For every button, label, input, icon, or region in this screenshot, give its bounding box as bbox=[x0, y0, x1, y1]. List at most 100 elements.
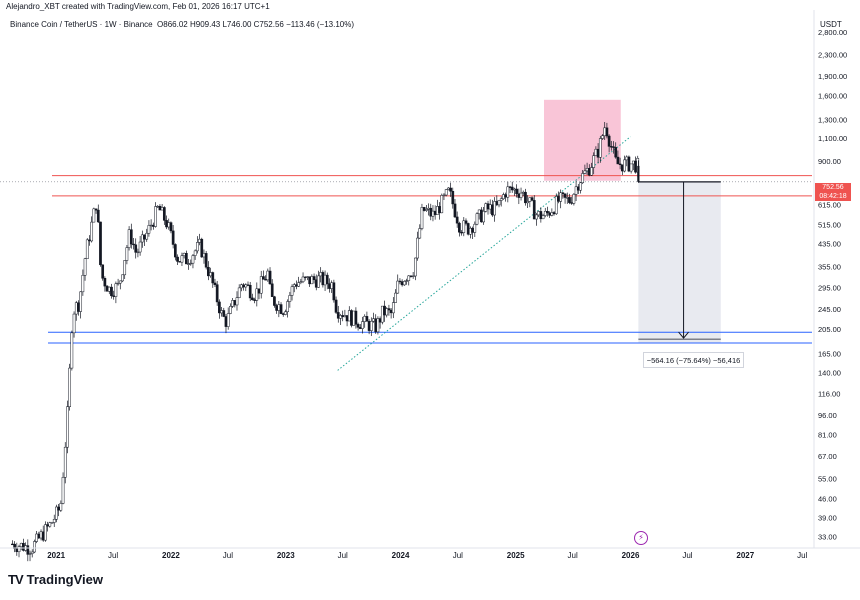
candle bbox=[303, 276, 307, 281]
candle bbox=[110, 283, 113, 299]
candle bbox=[330, 280, 334, 293]
candle-body-up bbox=[127, 229, 131, 248]
candle-body-down bbox=[178, 261, 182, 263]
candle-body-up bbox=[625, 156, 629, 161]
candle-body-up bbox=[554, 196, 558, 215]
candle-body-down bbox=[257, 288, 261, 294]
candle-body-up bbox=[372, 318, 375, 322]
candle bbox=[279, 302, 283, 315]
candle bbox=[363, 314, 367, 328]
candle-body-down bbox=[510, 186, 514, 191]
candle-body-down bbox=[77, 302, 80, 312]
candle bbox=[504, 192, 507, 202]
candle bbox=[48, 521, 52, 528]
candle-body-up bbox=[413, 257, 417, 277]
candle bbox=[583, 164, 587, 175]
candle bbox=[402, 280, 406, 286]
candle-body-down bbox=[218, 301, 221, 314]
candle bbox=[458, 221, 461, 237]
candle-body-down bbox=[341, 315, 345, 318]
price-tick-label: 81.00 bbox=[818, 430, 837, 439]
candle-body-up bbox=[469, 227, 472, 235]
candle-body-up bbox=[484, 203, 488, 212]
price-tick-label: 55.00 bbox=[818, 474, 837, 483]
currency-unit[interactable]: USDT bbox=[820, 20, 842, 29]
candle-body-down bbox=[169, 222, 173, 232]
candle bbox=[462, 217, 466, 237]
candle bbox=[328, 278, 331, 293]
candle bbox=[396, 274, 400, 294]
month-tick-label: Jul bbox=[797, 551, 807, 560]
candle bbox=[125, 245, 129, 265]
candle bbox=[63, 442, 67, 484]
candle-body-up bbox=[180, 255, 184, 263]
candle-body-down bbox=[281, 313, 285, 315]
candle bbox=[563, 193, 567, 204]
candle-body-up bbox=[44, 524, 47, 541]
measure-arrow-head bbox=[678, 331, 689, 339]
candle-body-down bbox=[101, 264, 105, 279]
month-tick-label: Jul bbox=[338, 551, 348, 560]
candle-body-down bbox=[365, 316, 369, 322]
candle bbox=[369, 317, 373, 337]
candle-body-down bbox=[224, 316, 228, 327]
candle-body-up bbox=[255, 288, 259, 301]
symbol-name[interactable]: Binance Coin / TetherUS · 1W · Binance bbox=[10, 20, 153, 29]
candle bbox=[385, 307, 389, 318]
candle-body-up bbox=[68, 367, 72, 407]
candle-body-down bbox=[466, 223, 470, 235]
candle bbox=[532, 195, 536, 220]
candle-body-up bbox=[259, 276, 263, 294]
candle-body-down bbox=[242, 284, 245, 288]
candle bbox=[149, 219, 153, 231]
candle bbox=[202, 249, 206, 264]
candle-body-down bbox=[268, 270, 272, 285]
candle-body-down bbox=[207, 266, 210, 277]
candle-body-up bbox=[74, 302, 78, 315]
candle-body-up bbox=[114, 283, 118, 297]
candle-body-up bbox=[444, 189, 448, 196]
candle-body-down bbox=[162, 207, 166, 221]
candle-body-up bbox=[63, 446, 67, 478]
candle-body-up bbox=[497, 200, 501, 206]
candle bbox=[466, 222, 470, 236]
candle-body-down bbox=[37, 533, 41, 539]
low-value: 746.00 bbox=[226, 20, 252, 29]
candle-body-down bbox=[486, 203, 490, 210]
candle-body-up bbox=[79, 291, 83, 312]
candle-body-up bbox=[425, 209, 428, 211]
candle-body-up bbox=[288, 295, 292, 302]
candle-body-up bbox=[48, 522, 52, 527]
candle-body-down bbox=[561, 192, 565, 195]
lightning-icon[interactable]: ⚡ bbox=[634, 531, 648, 545]
candle-body-up bbox=[160, 207, 164, 211]
candle bbox=[469, 226, 472, 239]
candle bbox=[147, 220, 151, 237]
year-tick-label: 2025 bbox=[507, 551, 525, 560]
candle bbox=[281, 312, 285, 317]
candle-body-down bbox=[57, 506, 60, 511]
candle bbox=[299, 278, 303, 285]
candle bbox=[616, 150, 620, 165]
candle bbox=[572, 192, 576, 206]
candle-body-up bbox=[123, 260, 127, 276]
candle bbox=[495, 195, 499, 207]
candle bbox=[506, 181, 510, 203]
candle-body-down bbox=[383, 305, 386, 316]
candle-body-up bbox=[154, 206, 157, 227]
price-tick-label: 33.00 bbox=[818, 532, 837, 541]
candle-body-down bbox=[515, 188, 518, 195]
candle bbox=[323, 270, 327, 291]
candle-body-up bbox=[121, 274, 124, 282]
candle-body-down bbox=[387, 308, 391, 311]
candle-body-down bbox=[458, 222, 461, 233]
candle bbox=[480, 207, 483, 223]
candle bbox=[295, 280, 298, 290]
candle-body-up bbox=[623, 159, 626, 172]
candle-body-up bbox=[339, 315, 342, 319]
candle-body-up bbox=[521, 191, 525, 194]
candle-body-down bbox=[99, 221, 102, 266]
candle-body-down bbox=[634, 160, 637, 173]
candle-body-up bbox=[66, 406, 69, 448]
